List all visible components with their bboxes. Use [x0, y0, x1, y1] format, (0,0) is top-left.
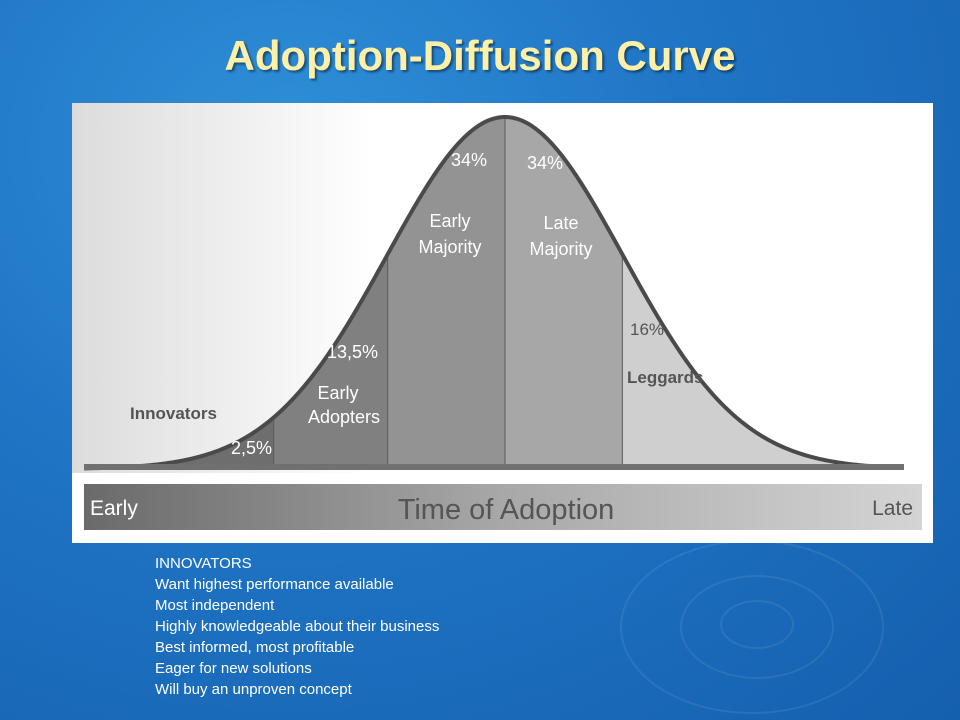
early-majority-percent: 34%	[451, 150, 487, 170]
diffusion-diagram: 34% 34% Early Majority Late Majority 13,…	[72, 103, 933, 543]
bell-curve-outline	[83, 115, 905, 471]
notes-heading: INNOVATORS	[155, 555, 252, 572]
notes-item: Highly knowledgeable about their busines…	[155, 618, 440, 635]
late-majority-label-line2: Majority	[529, 239, 592, 259]
diffusion-svg: 34% 34% Early Majority Late Majority 13,…	[72, 103, 933, 530]
time-axis-start: Early	[90, 497, 138, 520]
innovators-percent: 2,5%	[231, 438, 272, 458]
innovators-label: Innovators	[130, 404, 217, 423]
early-adopters-percent: 13,5%	[327, 342, 378, 362]
curve-baseline	[84, 464, 904, 470]
early-adopters-label-line1: Early	[317, 383, 358, 403]
notes-item: Eager for new solutions	[155, 660, 312, 677]
time-axis-label: Time of Adoption	[398, 494, 615, 526]
early-majority-label-line1: Early	[429, 211, 470, 231]
leggards-percent: 16%	[630, 320, 664, 339]
innovators-notes: INNOVATORS Want highest performance avai…	[155, 553, 655, 700]
ripple-decoration-3	[720, 600, 794, 649]
notes-item: Best informed, most profitable	[155, 639, 355, 656]
ripple-decoration-2	[680, 575, 834, 679]
segment-dividers	[273, 117, 623, 469]
notes-item: Want highest performance available	[155, 576, 394, 593]
ripple-decoration-1	[620, 540, 884, 714]
notes-item: Will buy an unproven concept	[155, 681, 352, 698]
late-majority-label-line1: Late	[543, 213, 578, 233]
leggards-label: Leggards	[627, 368, 704, 387]
slide-title: Adoption-Diffusion Curve	[224, 32, 736, 79]
early-majority-label-line2: Majority	[418, 237, 481, 257]
time-axis-bar	[84, 484, 922, 530]
early-adopters-label-line2: Adopters	[308, 407, 380, 427]
notes-item: Most independent	[155, 597, 275, 614]
late-majority-percent: 34%	[527, 153, 563, 173]
time-axis-end: Late	[872, 497, 913, 520]
